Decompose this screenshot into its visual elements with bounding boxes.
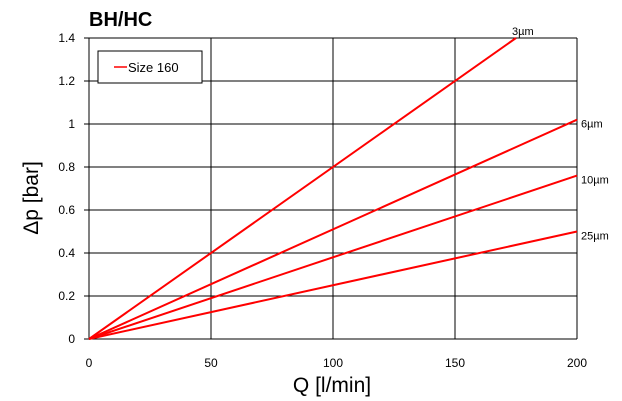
- series-line-10m: [88, 174, 578, 340]
- series-group: 3µm 6µm 10µm 25µm: [88, 26, 609, 340]
- x-axis-label: Q [l/min]: [293, 374, 371, 397]
- x-tick-label: 200: [567, 356, 587, 370]
- series-line-6m: [88, 118, 578, 340]
- x-tick-label: 0: [86, 356, 93, 370]
- x-tick-label: 150: [445, 356, 465, 370]
- x-tick-label: 100: [323, 356, 343, 370]
- legend-label: Size 160: [128, 60, 179, 75]
- y-tick-label: 1.4: [58, 31, 75, 45]
- chart-title: BH/HC: [89, 9, 152, 31]
- y-tick-label: 0: [68, 332, 75, 346]
- series-line-3m: [88, 37, 517, 340]
- y-tick-label: 1: [68, 117, 75, 131]
- x-tick-label: 50: [204, 356, 218, 370]
- series-label: 6µm: [581, 119, 603, 131]
- series-label: 10µm: [581, 175, 609, 187]
- series-line-25m: [88, 230, 578, 340]
- y-tick-label: 0.8: [58, 160, 75, 174]
- y-tick-label: 1.2: [58, 74, 75, 88]
- y-tick-label: 0.2: [58, 289, 75, 303]
- legend: Size 160: [97, 50, 203, 84]
- y-tick-label: 0.4: [58, 246, 75, 260]
- grid: [89, 37, 578, 339]
- tick-labels: 0 50 100 150 200 0 0.2 0.4 0.6 0.8 1 1.2 1.4: [58, 31, 587, 370]
- axes: [84, 37, 577, 340]
- y-tick-label: 0.6: [58, 203, 75, 217]
- series-label: 3µm: [512, 26, 534, 38]
- series-label: 25µm: [581, 231, 609, 243]
- y-axis-label: Δp [bar]: [20, 161, 43, 235]
